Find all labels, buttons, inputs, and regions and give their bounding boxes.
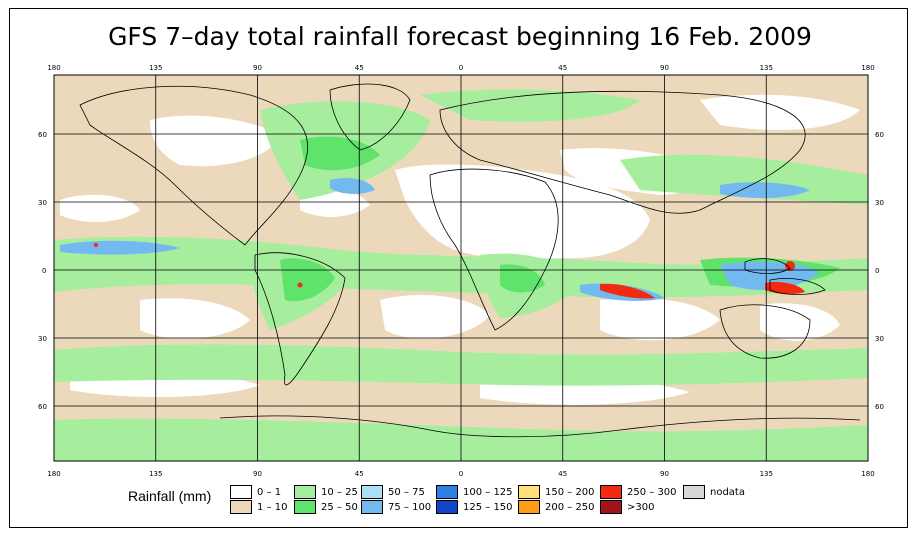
legend-label: 10 – 25	[321, 487, 358, 498]
lat-label-right: 30	[875, 335, 884, 343]
lat-label-left: 60	[38, 403, 47, 411]
legend-label: 125 – 150	[463, 502, 513, 513]
lat-label-left: 60	[38, 131, 47, 139]
lat-label-right: 60	[875, 403, 884, 411]
legend-swatch	[230, 485, 252, 499]
legend-swatch	[600, 485, 622, 499]
legend-swatch	[230, 500, 252, 514]
legend-swatch	[518, 500, 540, 514]
legend-swatch	[518, 485, 540, 499]
lon-label-bottom: 135	[760, 470, 773, 478]
extreme-rain-cells	[94, 243, 805, 299]
legend-label: 100 – 125	[463, 487, 513, 498]
lon-label-top: 135	[149, 64, 162, 72]
legend-swatch	[294, 500, 316, 514]
legend-title: Rainfall (mm)	[128, 488, 212, 504]
legend-label: >300	[627, 502, 655, 513]
lat-label-right: 30	[875, 199, 884, 207]
legend-label: 200 – 250	[545, 502, 595, 513]
lon-label-top: 180	[47, 64, 60, 72]
graticule	[54, 75, 868, 461]
legend-label: nodata	[710, 487, 745, 498]
legend-label: 1 – 10	[257, 502, 288, 513]
legend-label: 75 – 100	[388, 502, 432, 513]
lon-label-top: 45	[355, 64, 364, 72]
legend-swatch	[294, 485, 316, 499]
lon-label-top: 135	[760, 64, 773, 72]
lat-label-left: 30	[38, 335, 47, 343]
legend-label: 0 – 1	[257, 487, 282, 498]
lon-label-bottom: 45	[558, 470, 567, 478]
lon-label-top: 45	[558, 64, 567, 72]
lon-label-bottom: 45	[355, 470, 364, 478]
legend-swatch	[436, 485, 458, 499]
lon-label-bottom: 180	[861, 470, 874, 478]
lat-label-left: 30	[38, 199, 47, 207]
legend-label: 150 – 200	[545, 487, 595, 498]
legend-label: 50 – 75	[388, 487, 425, 498]
lon-label-bottom: 135	[149, 470, 162, 478]
lat-label-right: 60	[875, 131, 884, 139]
lon-label-top: 90	[253, 64, 262, 72]
lon-label-bottom: 90	[253, 470, 262, 478]
map-border	[53, 74, 869, 462]
lon-label-bottom: 0	[459, 470, 463, 478]
lon-label-top: 90	[660, 64, 669, 72]
latitude-labels: 60 30 0 30 60 60 30 0 30 60	[38, 131, 884, 411]
legend-swatch	[361, 485, 383, 499]
legend-label: 250 – 300	[627, 487, 677, 498]
figure-frame	[9, 8, 908, 528]
legend-swatch	[361, 500, 383, 514]
legend-swatch	[600, 500, 622, 514]
lon-label-top: 0	[459, 64, 463, 72]
lat-label-right: 0	[875, 267, 879, 275]
lon-label-bottom: 90	[660, 470, 669, 478]
map-title: GFS 7–day total rainfall forecast beginn…	[108, 22, 812, 51]
legend-swatch	[436, 500, 458, 514]
lat-label-left: 0	[42, 267, 46, 275]
legend-label: 25 – 50	[321, 502, 358, 513]
lon-label-bottom: 180	[47, 470, 60, 478]
lon-label-top: 180	[861, 64, 874, 72]
longitude-labels: 180 135 90 45 0 45 90 135 180 180 135 90…	[47, 64, 874, 478]
legend-swatch	[683, 485, 705, 499]
coastlines	[79, 83, 861, 438]
